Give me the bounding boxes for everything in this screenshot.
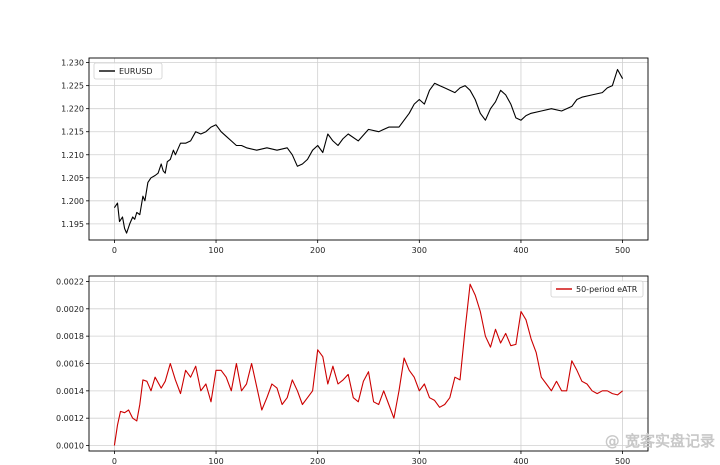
- x-tick-label: 100: [208, 457, 223, 465]
- legend-box: [93, 62, 163, 80]
- legend: 50-period eATR: [550, 280, 644, 298]
- x-tick-label: 400: [513, 246, 528, 255]
- legend: EURUSD: [93, 62, 163, 80]
- y-tick-label: 0.0014: [56, 387, 84, 396]
- x-tick-label: 300: [412, 457, 427, 465]
- y-tick-label: 0.0018: [56, 332, 84, 341]
- y-tick-label: 0.0010: [56, 442, 84, 451]
- x-tick-label: 400: [513, 457, 528, 465]
- y-tick-label: 1.230: [61, 59, 84, 68]
- legend-box: [550, 280, 644, 298]
- y-tick-label: 1.195: [61, 220, 84, 229]
- y-tick-label: 1.210: [61, 151, 84, 160]
- x-tick-label: 0: [112, 246, 117, 255]
- y-tick-label: 0.0022: [56, 277, 84, 286]
- x-tick-label: 500: [615, 457, 630, 465]
- eatr-chart: 0 100 200 300 400 500 0.0010 0.0012 0.0014 0.0016…: [56, 275, 649, 465]
- series-line-0: [113, 68, 624, 234]
- x-tick-label: 200: [310, 457, 325, 465]
- y-tick-label: 1.215: [61, 128, 84, 137]
- x-tick-label: 0: [112, 457, 117, 465]
- x-tick-label: 300: [412, 246, 427, 255]
- series-line-0: [113, 283, 623, 446]
- y-tick-label: 1.220: [61, 105, 84, 114]
- y-tick-label: 1.200: [61, 197, 84, 206]
- y-tick-label: 1.205: [61, 174, 84, 183]
- legend-label: EURUSD: [119, 67, 153, 76]
- y-tick-label: 0.0016: [56, 360, 84, 369]
- eurusd-price-chart: 0 100 200 300 400 500 1.195 1.200 1.205 1.210 1.21…: [61, 57, 649, 255]
- legend-label: 50-period eATR: [576, 285, 638, 294]
- plot-frame: [88, 57, 649, 241]
- y-tick-label: 0.0012: [56, 414, 84, 423]
- x-tick-label: 200: [310, 246, 325, 255]
- watermark-text: @ 宽客实盘记录: [605, 432, 715, 450]
- y-tick-label: 0.0020: [56, 305, 84, 314]
- x-tick-label: 500: [615, 246, 630, 255]
- y-tick-label: 1.225: [61, 82, 84, 91]
- x-tick-label: 100: [208, 246, 223, 255]
